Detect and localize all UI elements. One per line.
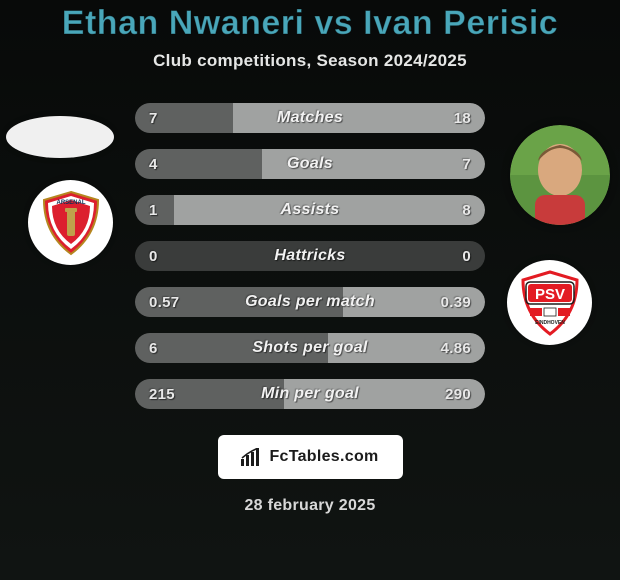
stat-value-left: 4 <box>135 156 205 173</box>
page-title: Ethan Nwaneri vs Ivan Perisic <box>62 4 558 43</box>
brand-badge[interactable]: FcTables.com <box>218 435 403 479</box>
stat-row-goals: 4Goals7 <box>135 149 485 179</box>
stat-label: Assists <box>205 201 415 219</box>
stat-label: Goals per match <box>205 293 415 311</box>
stat-value-right: 7 <box>415 156 485 173</box>
page-subtitle: Club competitions, Season 2024/2025 <box>153 51 467 71</box>
stat-value-left: 7 <box>135 110 205 127</box>
stat-value-right: 8 <box>415 202 485 219</box>
stat-value-left: 0.57 <box>135 294 205 311</box>
date-text: 28 february 2025 <box>244 497 375 515</box>
stat-value-right: 0 <box>415 248 485 265</box>
stats-area: 7Matches184Goals71Assists80Hattricks00.5… <box>135 103 485 409</box>
chart-icon <box>241 448 263 466</box>
stat-value-left: 0 <box>135 248 205 265</box>
stat-row-matches: 7Matches18 <box>135 103 485 133</box>
stat-row-shots-per-goal: 6Shots per goal4.86 <box>135 333 485 363</box>
stat-label: Matches <box>205 109 415 127</box>
stat-value-right: 18 <box>415 110 485 127</box>
stat-label: Min per goal <box>205 385 415 403</box>
stat-row-goals-per-match: 0.57Goals per match0.39 <box>135 287 485 317</box>
brand-text: FcTables.com <box>269 448 378 466</box>
stat-value-left: 1 <box>135 202 205 219</box>
stat-value-right: 290 <box>415 386 485 403</box>
stat-value-left: 215 <box>135 386 205 403</box>
stat-label: Goals <box>205 155 415 173</box>
stat-row-hattricks: 0Hattricks0 <box>135 241 485 271</box>
stat-label: Hattricks <box>205 247 415 265</box>
stat-label: Shots per goal <box>205 339 415 357</box>
stat-value-left: 6 <box>135 340 205 357</box>
stat-value-right: 0.39 <box>415 294 485 311</box>
stat-value-right: 4.86 <box>415 340 485 357</box>
infographic-container: Ethan Nwaneri vs Ivan Perisic Club compe… <box>0 0 620 580</box>
stat-row-assists: 1Assists8 <box>135 195 485 225</box>
stat-row-min-per-goal: 215Min per goal290 <box>135 379 485 409</box>
